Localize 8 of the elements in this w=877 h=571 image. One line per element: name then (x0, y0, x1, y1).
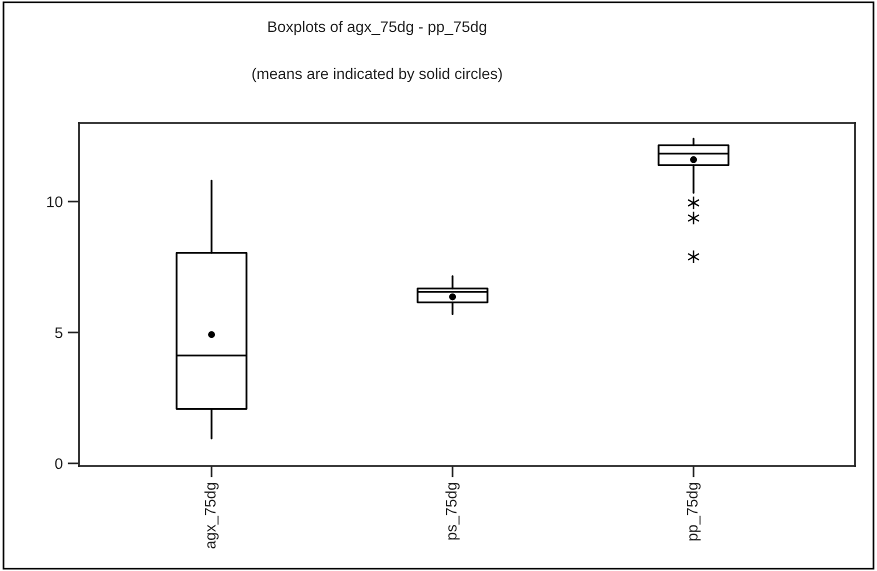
chart-subtitle: (means are indicated by solid circles) (252, 68, 502, 82)
y-tick-label: 10 (47, 196, 62, 208)
x-tick-label: agx_75dg (204, 482, 219, 548)
y-tick-label: 5 (55, 327, 62, 338)
x-tick-label: pp_75dg (686, 482, 701, 540)
chart-title: Boxplots of agx_75dg - pp_75dg (268, 20, 486, 36)
y-tick-label: 0 (55, 458, 62, 470)
x-tick-label: ps_75dg (445, 482, 460, 540)
